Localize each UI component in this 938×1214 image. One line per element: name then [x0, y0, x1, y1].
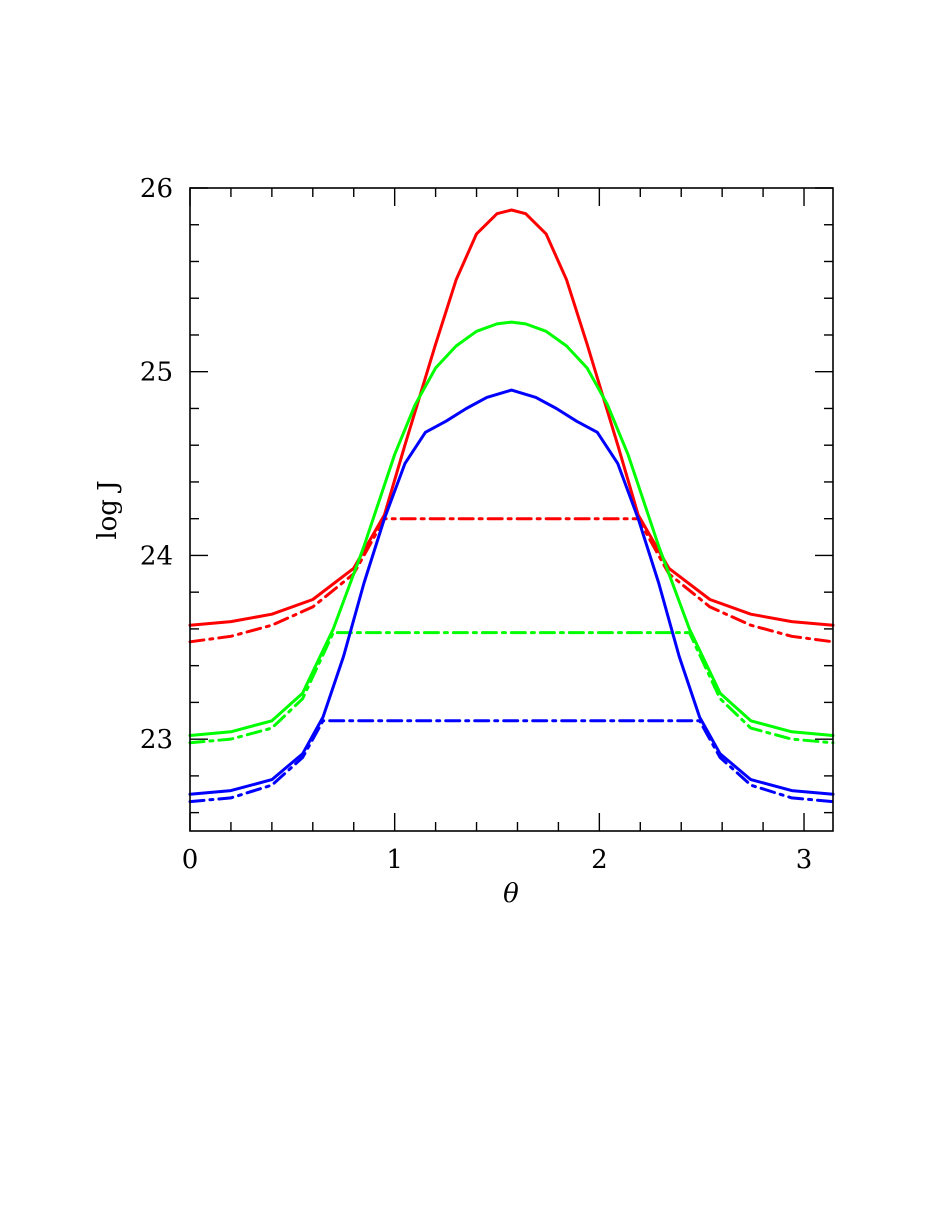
tick-layer: [189, 187, 833, 831]
y-tick-label: 23: [140, 725, 173, 755]
series-line-5: [188, 719, 835, 804]
series-line-0: [188, 208, 835, 627]
x-tick-label: 0: [182, 845, 199, 875]
y-tick-label: 25: [140, 358, 173, 388]
x-tick-label: 2: [591, 845, 608, 875]
series-line-1: [188, 517, 835, 644]
series-line-4: [188, 388, 835, 796]
x-tick-label: 3: [796, 845, 813, 875]
y-axis-label: log J: [93, 480, 123, 539]
y-tick-label: 24: [140, 541, 173, 571]
plot-frame: [189, 187, 834, 832]
y-tick-label: 26: [140, 174, 173, 204]
x-tick-label: 1: [386, 845, 403, 875]
series-line-3: [188, 631, 835, 745]
series-layer: [188, 208, 835, 804]
series-line-2: [188, 320, 835, 737]
x-axis-label: θ: [503, 879, 519, 909]
